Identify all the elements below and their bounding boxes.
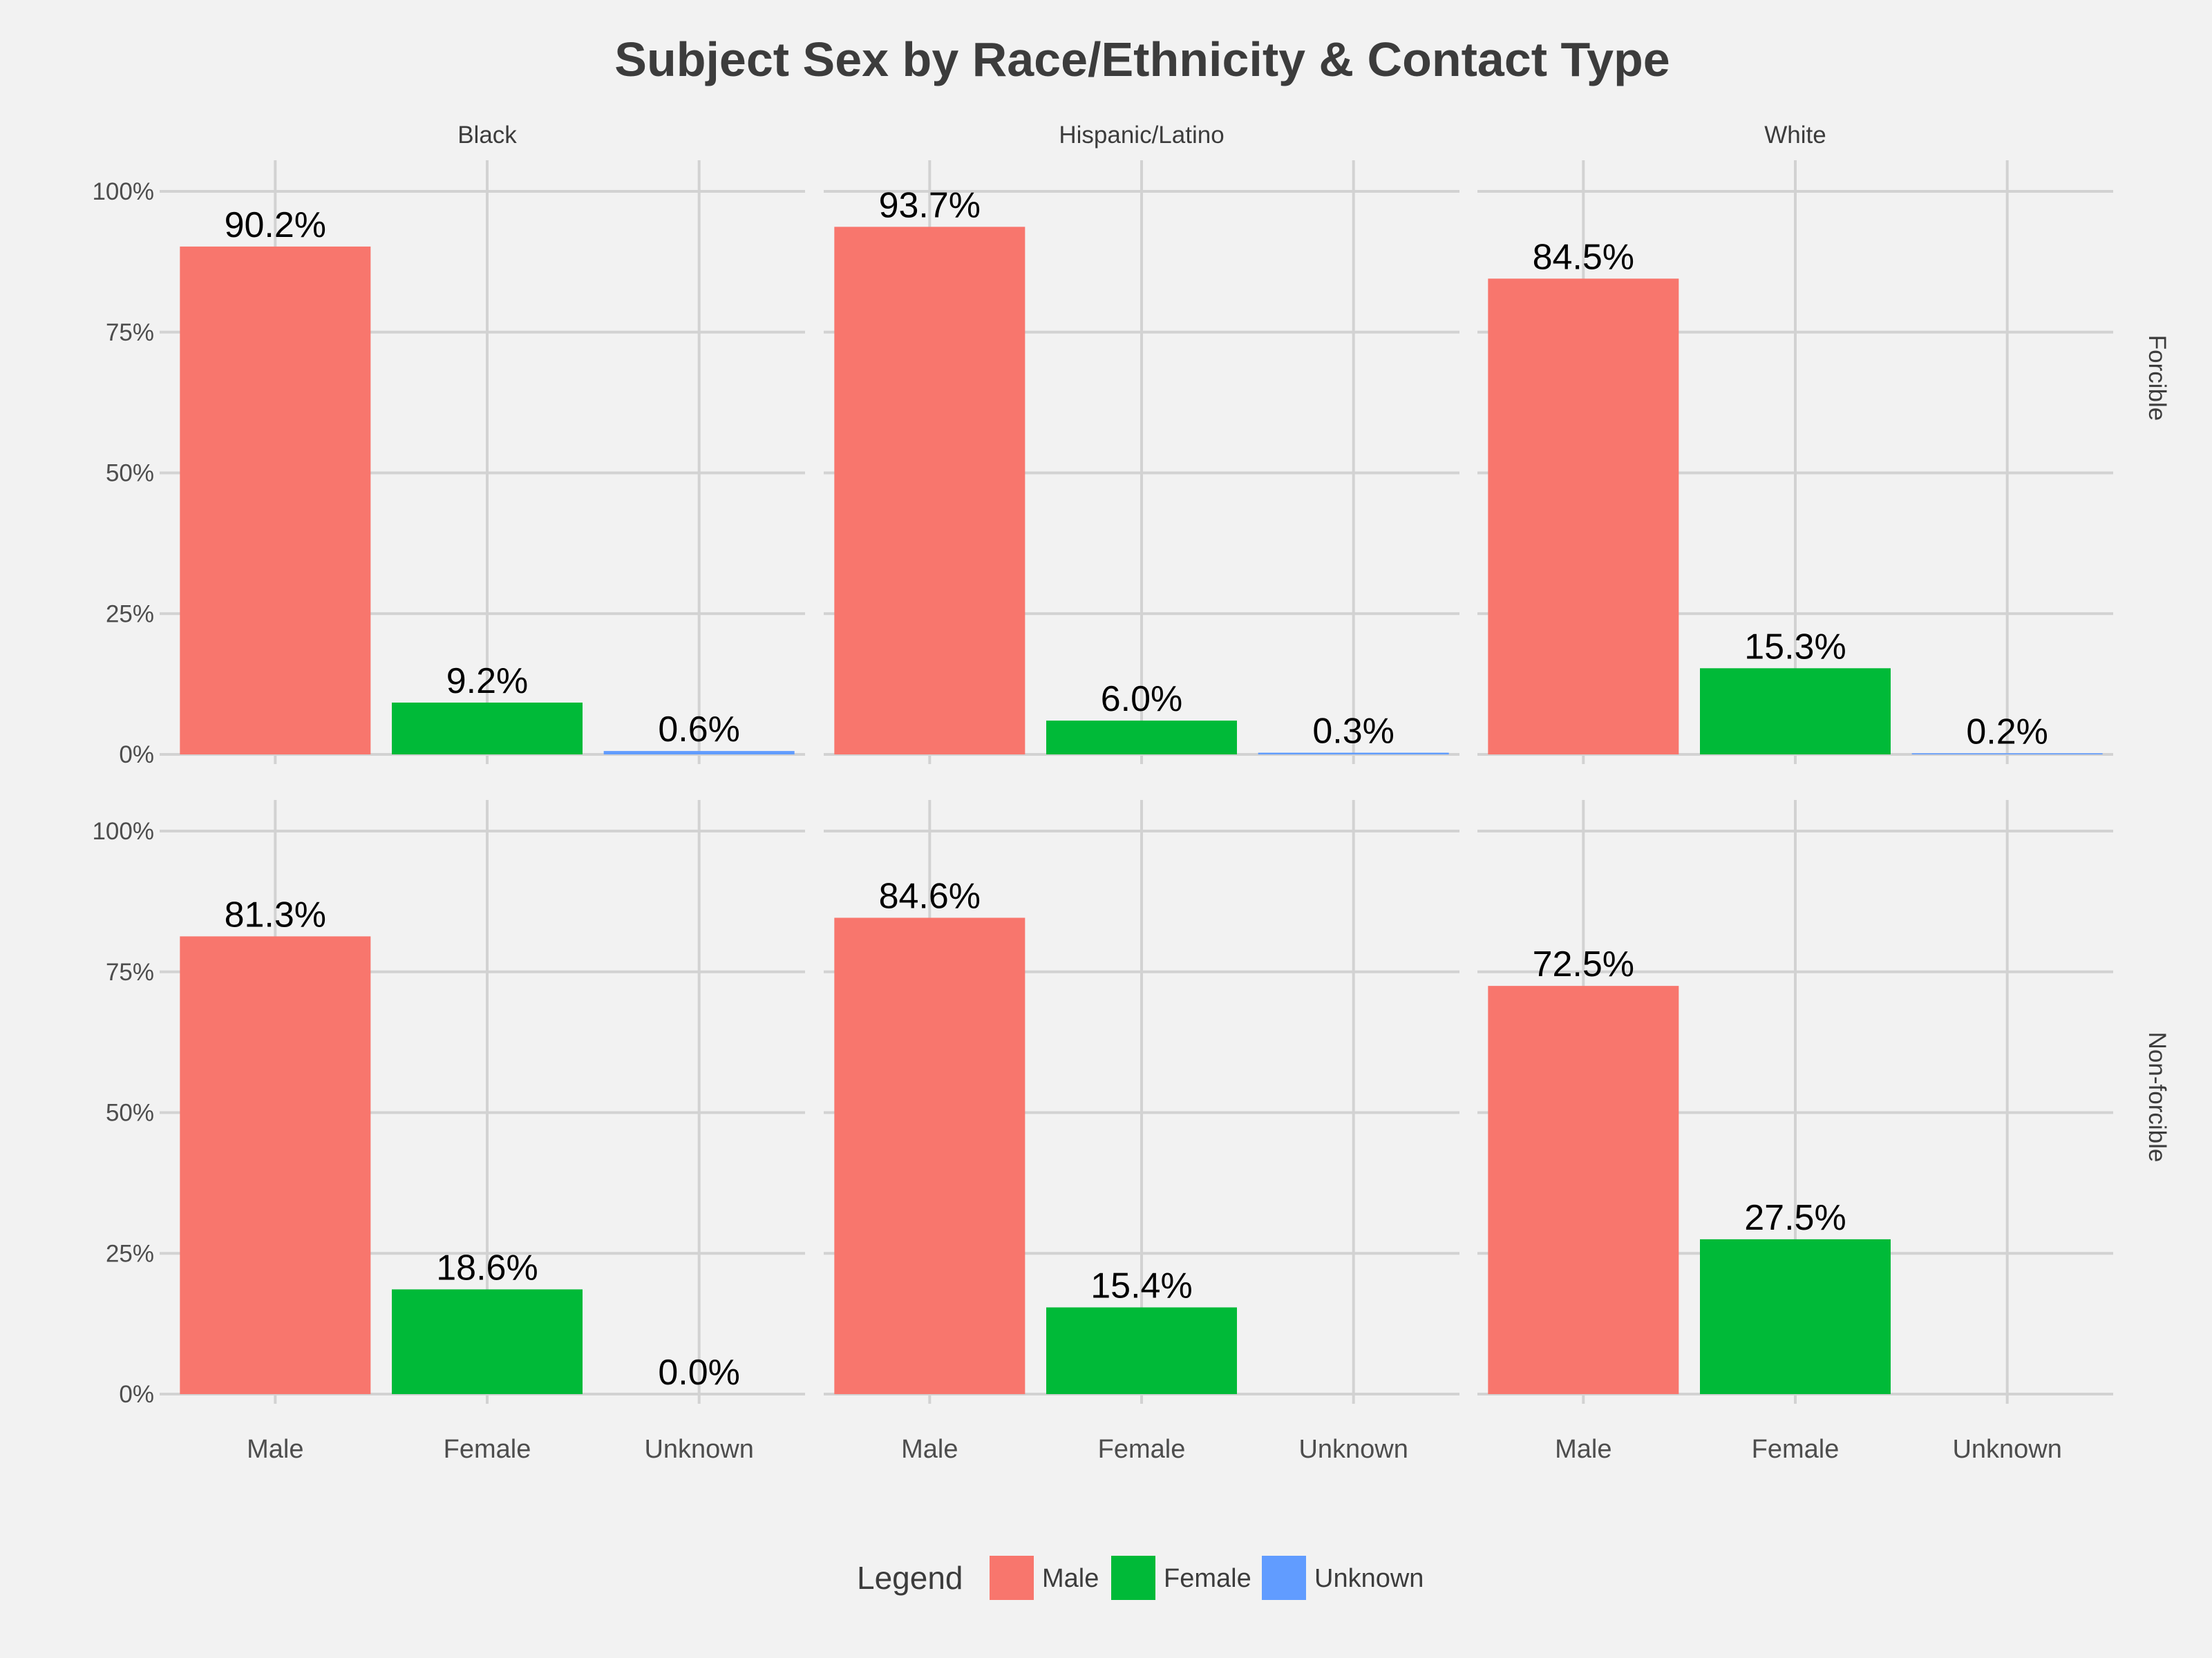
data-label-female: 18.6%	[436, 1248, 538, 1288]
data-label-female: 6.0%	[1101, 679, 1183, 719]
data-label-unknown: 0.3%	[1312, 712, 1395, 752]
column-strip-hispanic-latino: Hispanic/Latino	[1059, 122, 1224, 149]
legend: Legend Male Female Unknown	[857, 1556, 1424, 1600]
data-label-female: 27.5%	[1744, 1198, 1846, 1238]
panel-forcible-hispanic-latino: 93.7% 6.0% 0.3%	[824, 160, 1459, 764]
panel-non-forcible-black: 0% 25% 50% 75% 100% Male Female Unknown 81.3% 18.…	[92, 800, 805, 1464]
bar-male	[1488, 278, 1679, 754]
y-tick-label: 25%	[106, 1240, 154, 1267]
bar-male	[834, 917, 1025, 1394]
y-tick-label: 25%	[106, 600, 154, 627]
x-tick-label-male: Male	[247, 1435, 303, 1464]
legend-swatch-unknown	[1262, 1556, 1306, 1600]
bar-female	[392, 1289, 583, 1394]
y-tick-label: 50%	[106, 1100, 154, 1127]
bar-female	[1700, 668, 1891, 754]
data-label-male: 93.7%	[879, 185, 981, 225]
y-tick-label: 75%	[106, 959, 154, 986]
panel-forcible-white: 84.5% 15.3% 0.2%	[1477, 160, 2113, 764]
bar-male	[180, 936, 371, 1394]
bar-female	[1046, 1307, 1237, 1394]
legend-swatch-female	[1111, 1556, 1155, 1600]
chart-title: Subject Sex by Race/Ethnicity & Contact …	[614, 32, 1670, 86]
panel-forcible-black: 0% 25% 50% 75% 100% 90.2% 9.2% 0.6%	[92, 160, 805, 768]
row-strip-non-forcible: Non-forcible	[2144, 1032, 2171, 1163]
data-label-unknown: 0.2%	[1966, 712, 2048, 752]
legend-swatch-male	[990, 1556, 1034, 1600]
x-tick-label-unknown: Unknown	[1298, 1435, 1408, 1464]
y-tick-label: 75%	[106, 319, 154, 346]
data-label-male: 90.2%	[225, 205, 326, 245]
facet-panels: Black Hispanic/Latino White Forcible Non-for…	[92, 122, 2171, 1464]
data-label-unknown: 0.6%	[658, 709, 740, 750]
x-tick-label-female: Female	[1098, 1435, 1186, 1464]
bar-male	[1488, 986, 1679, 1394]
data-label-female: 9.2%	[446, 661, 529, 701]
bar-female	[1046, 721, 1237, 754]
y-tick-label: 100%	[92, 178, 154, 205]
x-tick-label-unknown: Unknown	[1952, 1435, 2061, 1464]
x-tick-label-unknown: Unknown	[644, 1435, 753, 1464]
legend-label-female: Female	[1164, 1564, 1251, 1593]
bar-unknown	[1911, 753, 2103, 754]
y-tick-label: 100%	[92, 818, 154, 845]
data-label-male: 81.3%	[225, 895, 326, 935]
panel-non-forcible-hispanic-latino: Male Female Unknown 84.6% 15.4%	[824, 800, 1459, 1464]
y-tick-label: 50%	[106, 460, 154, 487]
bar-male	[180, 246, 371, 754]
data-label-female: 15.4%	[1090, 1266, 1192, 1306]
x-tick-label-male: Male	[901, 1435, 958, 1464]
x-tick-label-female: Female	[1752, 1435, 1840, 1464]
bar-female	[392, 703, 583, 754]
bar-unknown	[603, 751, 795, 754]
row-strip-forcible: Forcible	[2144, 335, 2171, 421]
panel-non-forcible-white: Male Female Unknown 72.5% 27.5%	[1477, 800, 2113, 1464]
legend-title: Legend	[857, 1560, 963, 1596]
data-label-male: 72.5%	[1533, 944, 1634, 984]
bar-unknown	[1258, 752, 1449, 754]
column-strip-black: Black	[457, 122, 517, 149]
legend-label-unknown: Unknown	[1314, 1564, 1424, 1593]
data-label-male: 84.6%	[879, 877, 981, 917]
x-tick-label-male: Male	[1555, 1435, 1611, 1464]
data-label-female: 15.3%	[1744, 627, 1846, 667]
data-label-male: 84.5%	[1533, 237, 1634, 277]
y-tick-label: 0%	[119, 1381, 154, 1408]
data-label-unknown: 0.0%	[658, 1353, 740, 1393]
x-tick-label-female: Female	[444, 1435, 531, 1464]
bar-female	[1700, 1239, 1891, 1394]
legend-label-male: Male	[1042, 1564, 1099, 1593]
y-tick-label: 0%	[119, 741, 154, 768]
bar-male	[834, 227, 1025, 755]
column-strip-white: White	[1764, 122, 1826, 149]
